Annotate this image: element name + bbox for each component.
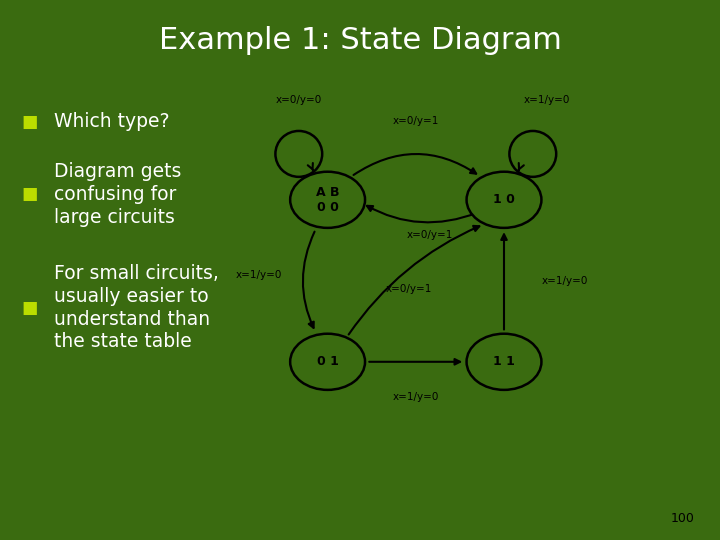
Text: 1 0: 1 0 xyxy=(493,193,515,206)
Text: 1 1: 1 1 xyxy=(493,355,515,368)
FancyArrowPatch shape xyxy=(348,226,480,334)
Text: x=0/y=0: x=0/y=0 xyxy=(276,95,322,105)
Text: x=1/y=0: x=1/y=0 xyxy=(236,271,282,280)
FancyArrowPatch shape xyxy=(501,234,507,329)
FancyArrowPatch shape xyxy=(303,232,315,328)
Text: 0 1: 0 1 xyxy=(317,355,338,368)
Text: Example 1: State Diagram: Example 1: State Diagram xyxy=(158,26,562,55)
FancyArrowPatch shape xyxy=(367,206,477,222)
Text: x=0/y=1: x=0/y=1 xyxy=(392,117,439,126)
FancyArrowPatch shape xyxy=(369,359,460,364)
Text: Which type?: Which type? xyxy=(54,112,169,131)
Text: ■: ■ xyxy=(22,299,38,317)
Circle shape xyxy=(467,334,541,390)
Text: ■: ■ xyxy=(22,112,38,131)
Text: A B
0 0: A B 0 0 xyxy=(316,186,339,214)
Text: Diagram gets
confusing for
large circuits: Diagram gets confusing for large circuit… xyxy=(54,162,181,227)
Text: x=0/y=1: x=0/y=1 xyxy=(407,230,454,240)
Text: x=1/y=0: x=1/y=0 xyxy=(524,95,570,105)
Circle shape xyxy=(290,172,365,228)
Text: x=1/y=0: x=1/y=0 xyxy=(392,392,439,402)
Text: ■: ■ xyxy=(22,185,38,204)
Circle shape xyxy=(290,334,365,390)
Text: 100: 100 xyxy=(671,512,695,525)
Text: x=0/y=1: x=0/y=1 xyxy=(385,284,432,294)
Circle shape xyxy=(467,172,541,228)
Text: x=1/y=0: x=1/y=0 xyxy=(542,276,588,286)
FancyArrowPatch shape xyxy=(354,154,476,175)
Text: For small circuits,
usually easier to
understand than
the state table: For small circuits, usually easier to un… xyxy=(54,264,219,352)
